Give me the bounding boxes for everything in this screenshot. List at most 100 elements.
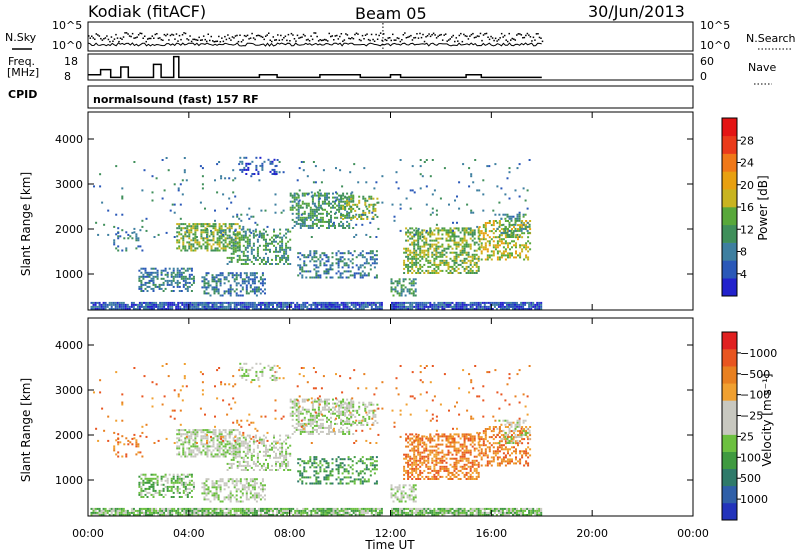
power-cell (410, 284, 413, 287)
velocity-cell (166, 487, 169, 490)
velocity-cell (328, 509, 331, 512)
power-cell (482, 226, 485, 229)
power-cell (218, 237, 221, 240)
power-cell (117, 249, 120, 252)
power-colorbar-label: Power [dB] (756, 175, 770, 240)
power-cell (149, 308, 151, 310)
power-cell (184, 279, 187, 282)
power-cell (488, 220, 491, 222)
power-cell (463, 267, 466, 270)
velocity-cell (210, 439, 213, 442)
power-cell (411, 235, 414, 238)
power-cell (368, 197, 371, 200)
power-cell (229, 301, 232, 304)
power-cell (348, 222, 351, 225)
power-cell (411, 227, 414, 230)
power-cell (176, 285, 179, 288)
power-cell (355, 272, 358, 275)
nsearch-point (140, 32, 143, 35)
power-cell (134, 303, 137, 306)
velocity-cell (259, 509, 262, 512)
power-cell (415, 272, 418, 274)
power-cell (342, 227, 345, 229)
power-cell (241, 162, 244, 165)
velocity-cell (354, 509, 357, 512)
velocity-cell (411, 507, 414, 510)
power-cell (165, 231, 168, 234)
power-cell (222, 233, 225, 236)
power-cell (463, 227, 466, 230)
power-cell (169, 308, 172, 310)
velocity-cell (196, 453, 199, 456)
power-cell (191, 301, 194, 304)
power-cell (232, 241, 235, 244)
power-cell (482, 248, 485, 251)
power-cell (124, 305, 127, 308)
velocity-cell (113, 447, 116, 450)
power-cell (351, 274, 354, 277)
power-cell (305, 270, 308, 273)
power-cell (358, 195, 361, 198)
power-cell (237, 274, 240, 277)
velocity-cell (516, 507, 518, 510)
power-cell (262, 238, 265, 241)
velocity-cell (485, 511, 488, 514)
power-cell (374, 308, 377, 310)
velocity-cell (169, 511, 172, 514)
power-cell (227, 301, 230, 304)
power-cell (155, 177, 158, 180)
velocity-cell (114, 507, 117, 510)
power-cell (518, 219, 521, 222)
velocity-cell (184, 475, 187, 478)
power-cell (459, 305, 462, 308)
power-cell (161, 301, 164, 304)
power-cell (291, 206, 294, 209)
power-cell (229, 286, 232, 289)
power-cell (315, 266, 318, 269)
power-cell (414, 282, 417, 285)
power-cell (236, 254, 239, 257)
power-cell (205, 303, 208, 306)
velocity-cell (214, 453, 217, 456)
velocity-cell (421, 511, 424, 514)
power-cell (340, 224, 343, 227)
power-cell (439, 197, 442, 200)
power-cell (477, 257, 480, 260)
velocity-cell (194, 455, 197, 458)
power-cell (313, 250, 316, 253)
velocity-cell (102, 511, 105, 514)
power-cell (356, 218, 359, 220)
power-cell (130, 305, 133, 308)
power-cell (522, 187, 525, 190)
power-cell (158, 287, 161, 290)
velocity-cell (118, 507, 121, 510)
power-cell (245, 156, 248, 159)
power-cell (453, 259, 456, 262)
velocity-cell (116, 507, 119, 510)
power-cell (463, 235, 466, 238)
power-cell (253, 280, 256, 283)
velocity-cell (190, 433, 193, 436)
colorbar-swatch (722, 135, 737, 154)
power-cell (423, 161, 426, 163)
nsearch-point (376, 38, 379, 40)
power-cell (469, 305, 472, 308)
power-cell (417, 237, 420, 240)
power-cell (453, 231, 456, 234)
velocity-cell (218, 435, 221, 438)
power-cell (138, 277, 141, 280)
power-cell (332, 206, 334, 209)
power-cell (469, 303, 472, 306)
power-cell (346, 308, 349, 310)
power-cell (482, 209, 485, 212)
power-cell (427, 253, 430, 256)
power-cell (246, 244, 249, 247)
power-cell (473, 253, 476, 256)
power-cell (151, 175, 154, 178)
power-cell (330, 224, 332, 227)
power-cell (186, 285, 189, 288)
power-cell (326, 192, 328, 195)
power-cell (183, 303, 186, 306)
velocity-cell (204, 437, 207, 440)
power-cell (392, 288, 395, 291)
